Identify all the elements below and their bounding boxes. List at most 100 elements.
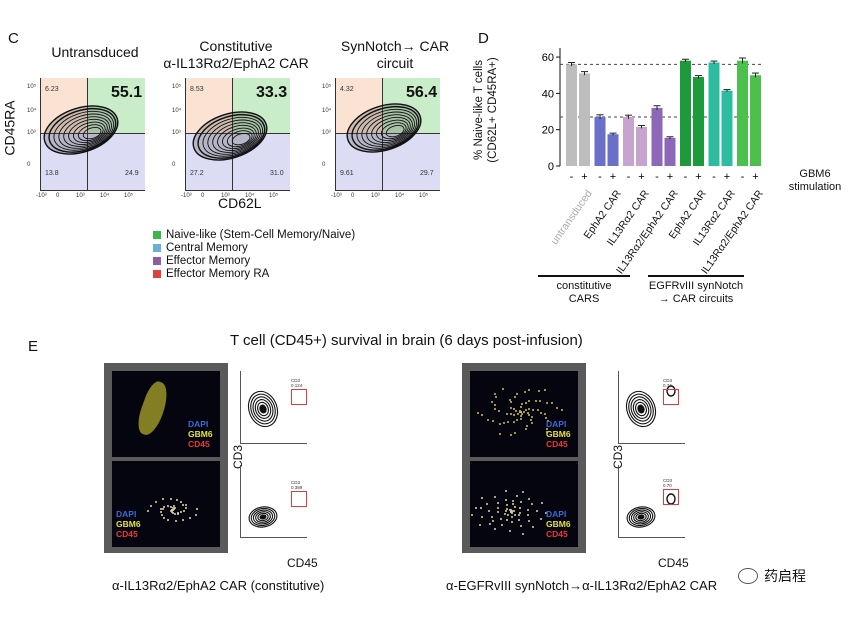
fluorescence-speck	[477, 412, 480, 415]
fluorescence-speck	[494, 496, 497, 499]
contour-ring	[630, 509, 652, 525]
fluorescence-speck	[527, 513, 530, 516]
fluorescence-speck	[508, 509, 511, 512]
fluorescence-speck	[513, 413, 516, 416]
flow-plot-2: 8.53 33.3 27.2 31.0	[185, 78, 290, 191]
y-tick-label: 10³	[322, 130, 331, 136]
legend-swatch	[153, 269, 161, 278]
fluorescence-speck	[179, 511, 182, 514]
mini-flow-plot-3: CD3 0.74	[618, 371, 685, 444]
fluorescence-speck	[160, 507, 163, 510]
fluorescence-speck	[521, 413, 524, 416]
fluorescence-speck	[506, 519, 509, 522]
contour-plot	[192, 111, 268, 161]
cd3-gate	[291, 389, 307, 405]
bar	[664, 137, 676, 166]
stim-sign: -	[684, 171, 688, 180]
fluorescence-speck	[182, 509, 185, 512]
legend-item: Effector Memory RA	[153, 267, 355, 280]
fluorescence-speck	[516, 412, 519, 415]
fluorescence-speck	[518, 511, 521, 514]
fluorescence-speck	[540, 517, 543, 520]
cd45-label-right: CD45	[658, 556, 689, 570]
cd3-gate	[291, 491, 307, 507]
stim-sign: +	[638, 171, 644, 180]
fluorescence-speck	[509, 398, 512, 401]
fluorescence-speck	[491, 520, 494, 523]
stain-label: DAPI	[116, 509, 137, 519]
value-tr: 33.3	[256, 84, 288, 101]
mini-contour	[247, 390, 279, 428]
y-tick-label: 10⁴	[172, 108, 182, 114]
contour-ring	[53, 110, 115, 151]
fluorescence-speck	[534, 400, 537, 403]
flow-title-1: Untransduced	[51, 44, 139, 60]
bar	[636, 126, 647, 166]
fluorescence-speck	[491, 401, 494, 404]
fluorescence-speck	[519, 410, 522, 413]
fluorescence-speck	[510, 508, 512, 511]
fluorescence-speck	[481, 515, 484, 518]
fluorescence-speck	[515, 419, 518, 421]
cd45ra-axis-label: CD45RA	[1, 100, 18, 156]
micrograph-left-top: DAPI GBM6 CD45	[112, 371, 220, 457]
fluorescence-speck	[539, 411, 542, 414]
value-br: 31.0	[270, 170, 284, 177]
fluorescence-speck	[162, 508, 165, 511]
fluorescence-speck	[528, 520, 531, 523]
x-tick-label: 10⁴	[245, 193, 255, 199]
bracket-1-label: constitutive CARS	[556, 280, 612, 305]
panel-e-letter: E	[28, 338, 39, 355]
value-tl: 4.32	[340, 86, 354, 93]
value-tr: 56.4	[406, 84, 438, 101]
contour-ring	[255, 511, 271, 523]
fluorescence-speck	[478, 524, 481, 527]
y-tick-label: 10⁵	[322, 84, 332, 90]
cd3-gate	[663, 489, 679, 505]
y-tick-label: 10³	[27, 130, 36, 136]
fluorescence-speck	[536, 408, 539, 411]
fluorescence-speck	[494, 392, 497, 395]
fluorescence-speck	[172, 505, 175, 508]
contour-ring	[252, 396, 274, 422]
bar	[750, 75, 761, 166]
fluorescence-speck	[494, 395, 497, 398]
contour-ring	[43, 105, 119, 155]
fluorescence-speck	[497, 511, 499, 514]
y-tick-label: 10³	[172, 130, 181, 136]
x-tick-label: 10⁵	[269, 193, 279, 199]
stim-sign: -	[712, 171, 716, 180]
cd3-cluster	[666, 385, 676, 397]
value-bl: 27.2	[190, 170, 204, 177]
stim-sign: -	[570, 171, 574, 180]
value-bl: 13.8	[45, 170, 59, 177]
y-tick-label: 0	[27, 162, 31, 168]
watermark-text: 药启程	[764, 568, 806, 584]
fluorescence-speck	[505, 504, 508, 507]
contour-ring	[248, 506, 278, 528]
flow-plot-3: 4.32 56.4 9.61 29.7	[335, 78, 440, 191]
micrograph-right-top: DAPI GBM6 CD45	[470, 371, 578, 457]
fluorescence-speck	[166, 505, 169, 508]
value-br: 24.9	[125, 170, 139, 177]
legend-swatch	[153, 256, 161, 265]
contour-ring	[366, 114, 413, 145]
fluorescence-speck	[528, 407, 531, 410]
bar	[693, 77, 704, 166]
wechat-icon	[738, 568, 758, 584]
bracket-line-1	[538, 275, 630, 277]
fluorescence-speck	[184, 507, 187, 510]
contour-ring	[250, 507, 276, 527]
fluorescence-speck	[494, 527, 496, 530]
fluorescence-speck	[529, 419, 532, 422]
fluorescence-speck	[507, 420, 510, 423]
fluorescence-speck	[512, 510, 515, 513]
bar	[594, 116, 606, 166]
fluorescence-speck	[195, 507, 198, 510]
fluorescence-speck	[182, 504, 185, 507]
value-tr: 55.1	[111, 84, 143, 101]
fluorescence-speck	[505, 490, 508, 493]
fluorescence-speck	[499, 432, 501, 435]
stain-label: DAPI	[546, 509, 567, 519]
mini-flow-plot-4: CD3 0.70	[618, 465, 685, 538]
